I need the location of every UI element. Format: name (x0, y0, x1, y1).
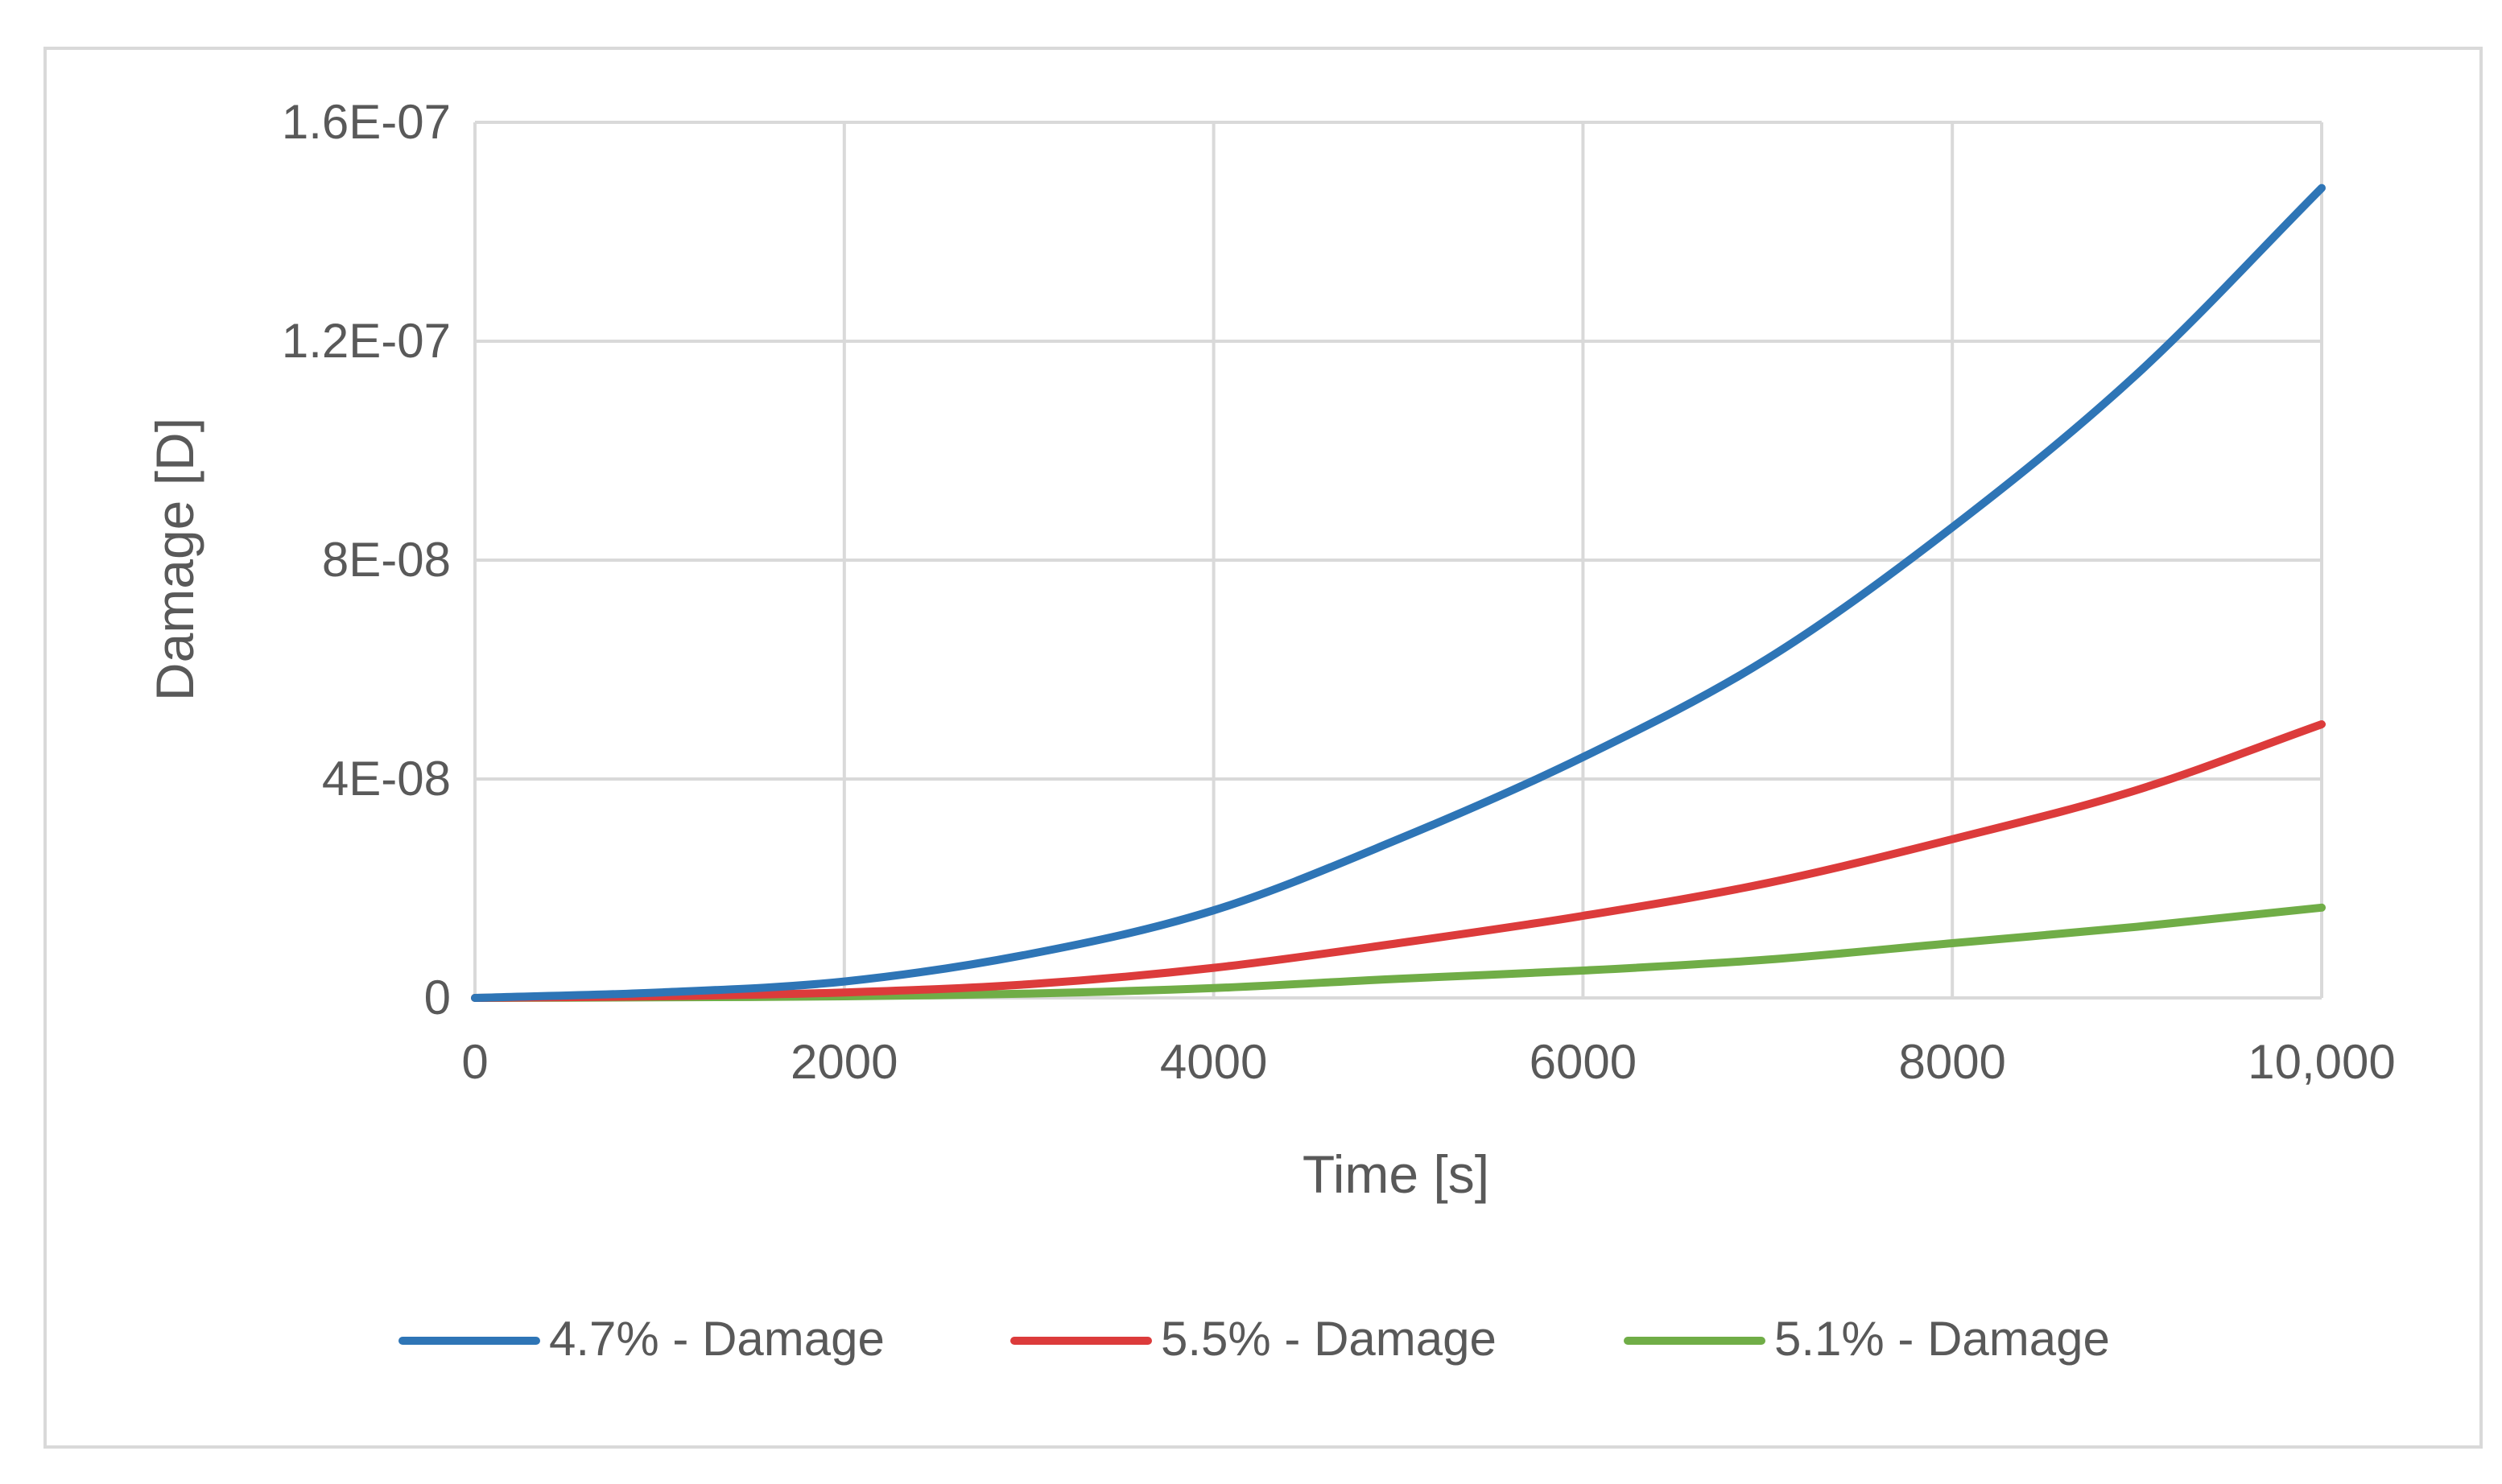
x-tick-label: 2000 (791, 1035, 898, 1089)
y-tick-label: 4E-08 (322, 752, 451, 806)
x-tick-label: 4000 (1160, 1035, 1267, 1089)
x-tick-label: 6000 (1530, 1035, 1637, 1089)
x-axis-title: Time [s] (1303, 1144, 1489, 1204)
tick-labels: 0 4E-08 8E-08 1.2E-07 1.6E-07 0 2000 4000 6000 80… (282, 95, 2396, 1089)
chart-frame (43, 47, 2483, 1449)
y-tick-label: 0 (424, 971, 451, 1024)
legend-label: 4.7% - Damage (549, 1312, 885, 1366)
y-tick-label: 1.2E-07 (282, 314, 451, 368)
legend-label: 5.5% - Damage (1161, 1312, 1497, 1366)
series-lines (471, 183, 2326, 1002)
y-axis-title: Damage [D] (145, 418, 204, 701)
x-tick-label: 10,000 (2248, 1035, 2396, 1089)
legend-label: 5.1% - Damage (1774, 1312, 2110, 1366)
x-tick-label: 8000 (1898, 1035, 2005, 1089)
grid-lines (473, 121, 2323, 1000)
series-line (471, 183, 2326, 1002)
x-tick-label: 0 (461, 1035, 488, 1089)
y-tick-label: 1.6E-07 (282, 95, 451, 149)
legend: 4.7% - Damage 5.5% - Damage 5.1% - Damage (398, 1312, 2110, 1366)
series-line (471, 720, 2326, 1002)
y-tick-label: 8E-08 (322, 533, 451, 587)
